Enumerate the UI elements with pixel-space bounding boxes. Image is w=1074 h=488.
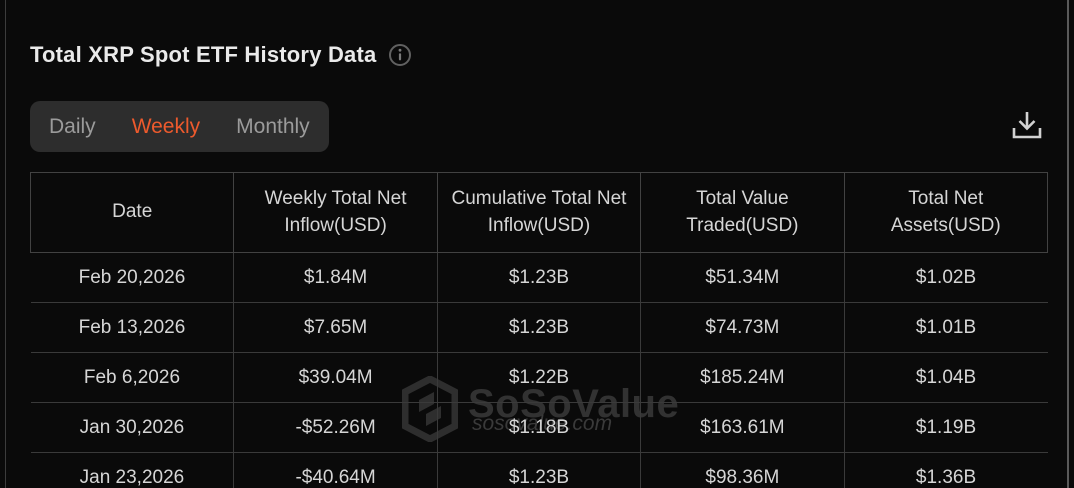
date-cell: Feb 13,2026	[30, 302, 235, 353]
traded-cell: $163.61M	[640, 402, 845, 453]
info-icon[interactable]	[388, 43, 412, 67]
assets-cell: $1.04B	[843, 352, 1048, 403]
cumulative-cell: $1.18B	[436, 402, 642, 453]
tab-daily[interactable]: Daily	[49, 114, 96, 138]
weekly-net-inflow-value: $39.04M	[233, 352, 438, 403]
table-row: Feb 13,2026 $7.65M $1.23B $74.73M $1.01B	[30, 302, 1048, 353]
weekly-net-inflow-value: $7.65M	[233, 302, 438, 353]
weekly-net-inflow-value: $1.84M	[233, 252, 438, 303]
traded-cell: $185.24M	[640, 352, 845, 403]
page-title: Total XRP Spot ETF History Data	[30, 42, 377, 67]
table-row: Feb 20,2026 $1.84M $1.23B $51.34M $1.02B	[30, 252, 1048, 303]
download-icon	[1012, 112, 1042, 139]
col-header-cumulative: Cumulative Total Net Inflow(USD)	[436, 172, 642, 253]
cumulative-cell: $1.22B	[436, 352, 642, 403]
col-header-inflow: Weekly Total Net Inflow(USD)	[233, 172, 438, 253]
cumulative-cell: $1.23B	[436, 452, 642, 488]
table-header-row: Date Weekly Total Net Inflow(USD) Cumula…	[29, 172, 1049, 253]
assets-cell: $1.02B	[843, 252, 1048, 303]
tab-weekly[interactable]: Weekly	[131, 114, 201, 138]
tab-monthly[interactable]: Monthly	[236, 114, 310, 138]
weekly-net-inflow-value: -$52.26M	[233, 402, 438, 453]
date-cell: Feb 20,2026	[30, 252, 235, 303]
table-row: Jan 23,2026 -$40.64M $1.23B $98.36M $1.3…	[30, 452, 1048, 488]
period-tabs: Daily Weekly Monthly	[30, 101, 329, 152]
traded-cell: $98.36M	[640, 452, 845, 488]
assets-cell: $1.36B	[843, 452, 1048, 488]
weekly-net-inflow-value: -$40.64M	[233, 452, 438, 488]
etf-history-table: Date Weekly Total Net Inflow(USD) Cumula…	[29, 172, 1049, 488]
assets-cell: $1.19B	[843, 402, 1048, 453]
table-row: Jan 30,2026 -$52.26M $1.18B $163.61M $1.…	[30, 402, 1048, 453]
col-header-assets: Total Net Assets(USD)	[843, 172, 1049, 253]
traded-cell: $74.73M	[640, 302, 845, 353]
col-header-traded: Total Value Traded(USD)	[640, 172, 845, 253]
cumulative-cell: $1.23B	[436, 252, 642, 303]
traded-cell: $51.34M	[640, 252, 845, 303]
left-edge-divider	[5, 0, 6, 488]
date-cell: Jan 30,2026	[30, 402, 235, 453]
right-edge-divider	[1067, 0, 1069, 488]
col-header-date: Date	[29, 172, 235, 253]
cumulative-cell: $1.23B	[436, 302, 642, 353]
download-button[interactable]	[1007, 106, 1047, 148]
assets-cell: $1.01B	[843, 302, 1048, 353]
date-cell: Jan 23,2026	[30, 452, 235, 488]
table-row: Feb 6,2026 $39.04M $1.22B $185.24M $1.04…	[30, 352, 1048, 403]
date-cell: Feb 6,2026	[30, 352, 235, 403]
